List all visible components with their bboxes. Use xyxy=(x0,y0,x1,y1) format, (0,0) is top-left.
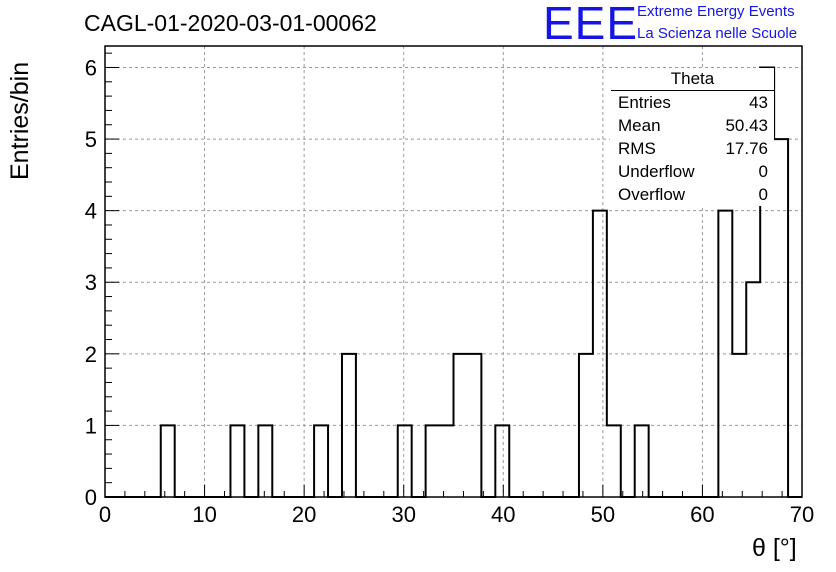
y-tick-label: 4 xyxy=(85,199,97,224)
y-tick-label: 5 xyxy=(85,127,97,152)
eee-logo: EEE xyxy=(543,0,639,49)
histogram-bin xyxy=(440,425,454,497)
histogram-bin xyxy=(426,425,440,497)
stats-row-rms: RMS 17.76 xyxy=(610,137,774,160)
histogram-bin xyxy=(230,425,244,497)
x-tick-label: 0 xyxy=(99,502,111,527)
y-tick-label: 6 xyxy=(85,55,97,80)
logo-line-1: Extreme Energy Events xyxy=(637,3,795,20)
stats-label: Mean xyxy=(618,116,661,135)
axes xyxy=(104,45,803,498)
histogram-bin xyxy=(607,425,621,497)
stats-label: Underflow xyxy=(618,162,695,181)
x-tick-label: 50 xyxy=(591,502,615,527)
plot-frame xyxy=(104,45,803,498)
x-tick-label: 30 xyxy=(391,502,415,527)
stats-box: Theta Entries 43 Mean 50.43 RMS 17.76 Un… xyxy=(610,68,774,206)
stats-value: 17.76 xyxy=(725,139,768,158)
x-tick-label: 60 xyxy=(690,502,714,527)
x-tick-label: 10 xyxy=(192,502,216,527)
y-tick-label: 2 xyxy=(85,342,97,367)
y-axis-label: Entries/bin xyxy=(6,61,34,180)
histogram-bin xyxy=(398,425,412,497)
chart-title: CAGL-01-2020-03-01-00062 xyxy=(84,10,377,36)
stats-value: 50.43 xyxy=(725,116,768,135)
y-tick-label: 1 xyxy=(85,413,97,438)
stats-row-overflow: Overflow 0 xyxy=(610,183,774,206)
stats-label: Overflow xyxy=(618,185,686,204)
histogram-bin xyxy=(746,282,760,497)
stats-row-underflow: Underflow 0 xyxy=(610,160,774,183)
axis-ticks: 0 10 20 30 40 50 60 70 0 1 2 3 4 5 6 xyxy=(85,52,814,527)
histogram-bin xyxy=(258,425,272,497)
stats-label: RMS xyxy=(618,139,656,158)
logo-line-2: La Scienza nelle Scuole xyxy=(637,25,798,42)
histogram-bin xyxy=(314,425,328,497)
histogram-bin xyxy=(635,425,649,497)
x-axis-label: θ [°] xyxy=(752,534,797,562)
histogram-bin xyxy=(161,425,175,497)
x-tick-label: 70 xyxy=(790,502,814,527)
stats-value: 43 xyxy=(749,93,768,112)
histogram-bin xyxy=(774,139,788,497)
histogram-bin xyxy=(732,354,746,497)
stats-row-mean: Mean 50.43 xyxy=(610,114,774,137)
stats-label: Entries xyxy=(618,93,671,112)
histogram-bin xyxy=(495,425,509,497)
x-tick-label: 20 xyxy=(292,502,316,527)
y-tick-label: 0 xyxy=(85,485,97,510)
stats-value: 0 xyxy=(758,162,768,181)
stats-title: Theta xyxy=(611,68,774,91)
stats-value: 0 xyxy=(758,185,768,204)
stats-row-entries: Entries 43 xyxy=(610,91,774,114)
x-tick-label: 40 xyxy=(491,502,515,527)
y-tick-label: 3 xyxy=(85,270,97,295)
